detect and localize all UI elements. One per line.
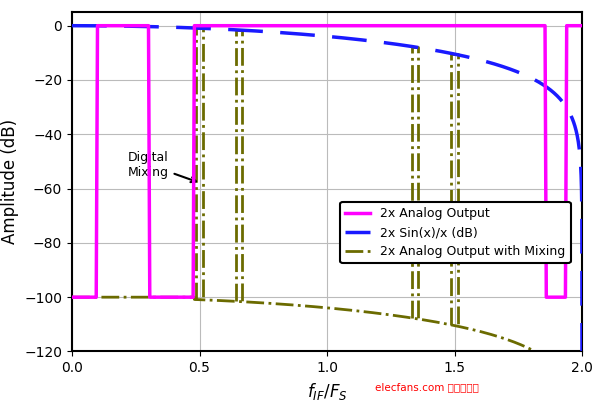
- Legend: 2x Analog Output, 2x Sin(x)/x (dB), 2x Analog Output with Mixing: 2x Analog Output, 2x Sin(x)/x (dB), 2x A…: [340, 202, 571, 263]
- Text: Digital
Mixing: Digital Mixing: [128, 151, 196, 182]
- X-axis label: $f_{IF}/F_S$: $f_{IF}/F_S$: [307, 381, 347, 402]
- Y-axis label: Amplitude (dB): Amplitude (dB): [1, 119, 19, 244]
- Text: elecfans.com 电子发烧友: elecfans.com 电子发烧友: [376, 382, 479, 392]
